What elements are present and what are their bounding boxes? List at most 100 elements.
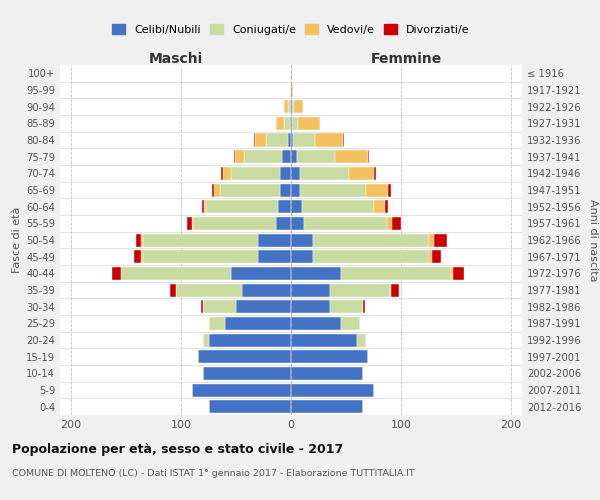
Bar xyxy=(230,267,291,280)
Bar xyxy=(142,234,143,246)
Bar xyxy=(203,334,209,346)
Bar xyxy=(304,217,387,230)
Bar xyxy=(284,117,290,130)
Bar xyxy=(296,150,335,163)
Bar xyxy=(292,100,295,113)
Bar xyxy=(392,217,401,230)
Bar xyxy=(221,167,223,180)
Bar xyxy=(291,84,293,96)
Bar xyxy=(291,334,357,346)
Bar xyxy=(343,134,344,146)
Bar xyxy=(266,134,288,146)
Bar xyxy=(170,284,176,296)
Bar xyxy=(204,200,206,213)
Bar xyxy=(428,250,432,263)
Bar xyxy=(290,100,291,113)
Bar xyxy=(288,100,290,113)
Bar xyxy=(291,167,300,180)
Bar xyxy=(278,200,291,213)
Bar xyxy=(143,234,258,246)
Bar xyxy=(192,384,291,396)
Bar xyxy=(291,317,341,330)
Bar xyxy=(258,250,291,263)
Bar xyxy=(368,150,369,163)
Bar xyxy=(209,400,291,413)
Bar xyxy=(254,134,266,146)
Bar xyxy=(335,150,368,163)
Bar xyxy=(315,134,343,146)
Bar xyxy=(234,150,235,163)
Bar xyxy=(329,284,390,296)
Bar xyxy=(212,184,214,196)
Bar xyxy=(236,300,291,313)
Bar xyxy=(176,284,241,296)
Bar xyxy=(209,334,291,346)
Bar xyxy=(290,117,291,130)
Bar xyxy=(291,134,293,146)
Bar xyxy=(209,317,225,330)
Bar xyxy=(230,167,280,180)
Bar xyxy=(214,184,220,196)
Bar xyxy=(203,367,291,380)
Bar xyxy=(291,400,362,413)
Bar xyxy=(275,217,291,230)
Text: COMUNE DI MOLTENO (LC) - Dati ISTAT 1° gennaio 2017 - Elaborazione TUTTITALIA.IT: COMUNE DI MOLTENO (LC) - Dati ISTAT 1° g… xyxy=(12,469,415,478)
Bar xyxy=(291,384,373,396)
Bar xyxy=(291,184,300,196)
Y-axis label: Anni di nascita: Anni di nascita xyxy=(588,198,598,281)
Bar xyxy=(302,200,373,213)
Bar xyxy=(112,267,121,280)
Bar xyxy=(134,250,142,263)
Bar xyxy=(288,134,291,146)
Bar xyxy=(362,300,365,313)
Bar xyxy=(341,267,451,280)
Text: Maschi: Maschi xyxy=(148,52,203,66)
Bar xyxy=(206,200,278,213)
Bar xyxy=(295,100,303,113)
Bar xyxy=(136,234,142,246)
Bar xyxy=(292,117,298,130)
Bar xyxy=(284,100,288,113)
Bar xyxy=(373,200,385,213)
Bar xyxy=(388,184,391,196)
Bar xyxy=(225,317,291,330)
Bar xyxy=(193,217,275,230)
Bar xyxy=(453,267,464,280)
Bar xyxy=(291,217,304,230)
Bar xyxy=(428,234,434,246)
Legend: Celibi/Nubili, Coniugati/e, Vedovi/e, Divorziati/e: Celibi/Nubili, Coniugati/e, Vedovi/e, Di… xyxy=(110,22,472,37)
Bar xyxy=(291,350,368,363)
Bar xyxy=(291,300,329,313)
Bar xyxy=(349,167,373,180)
Bar xyxy=(313,250,428,263)
Text: Popolazione per età, sesso e stato civile - 2017: Popolazione per età, sesso e stato civil… xyxy=(12,442,343,456)
Bar xyxy=(201,300,203,313)
Bar xyxy=(434,234,447,246)
Bar xyxy=(293,134,315,146)
Bar xyxy=(387,217,392,230)
Bar xyxy=(291,284,329,296)
Bar xyxy=(241,284,291,296)
Bar xyxy=(300,184,366,196)
Bar xyxy=(291,250,313,263)
Text: Femmine: Femmine xyxy=(371,52,442,66)
Bar xyxy=(192,217,193,230)
Bar xyxy=(275,117,284,130)
Bar xyxy=(203,300,236,313)
Bar xyxy=(385,200,388,213)
Bar xyxy=(357,334,366,346)
Bar xyxy=(341,317,360,330)
Bar xyxy=(291,367,362,380)
Bar xyxy=(451,267,453,280)
Bar xyxy=(366,184,388,196)
Bar xyxy=(432,250,440,263)
Bar xyxy=(291,100,292,113)
Bar xyxy=(282,150,291,163)
Bar xyxy=(291,200,302,213)
Bar xyxy=(290,84,291,96)
Bar xyxy=(373,167,376,180)
Bar xyxy=(197,350,291,363)
Bar xyxy=(223,167,230,180)
Bar xyxy=(298,117,320,130)
Bar xyxy=(220,184,280,196)
